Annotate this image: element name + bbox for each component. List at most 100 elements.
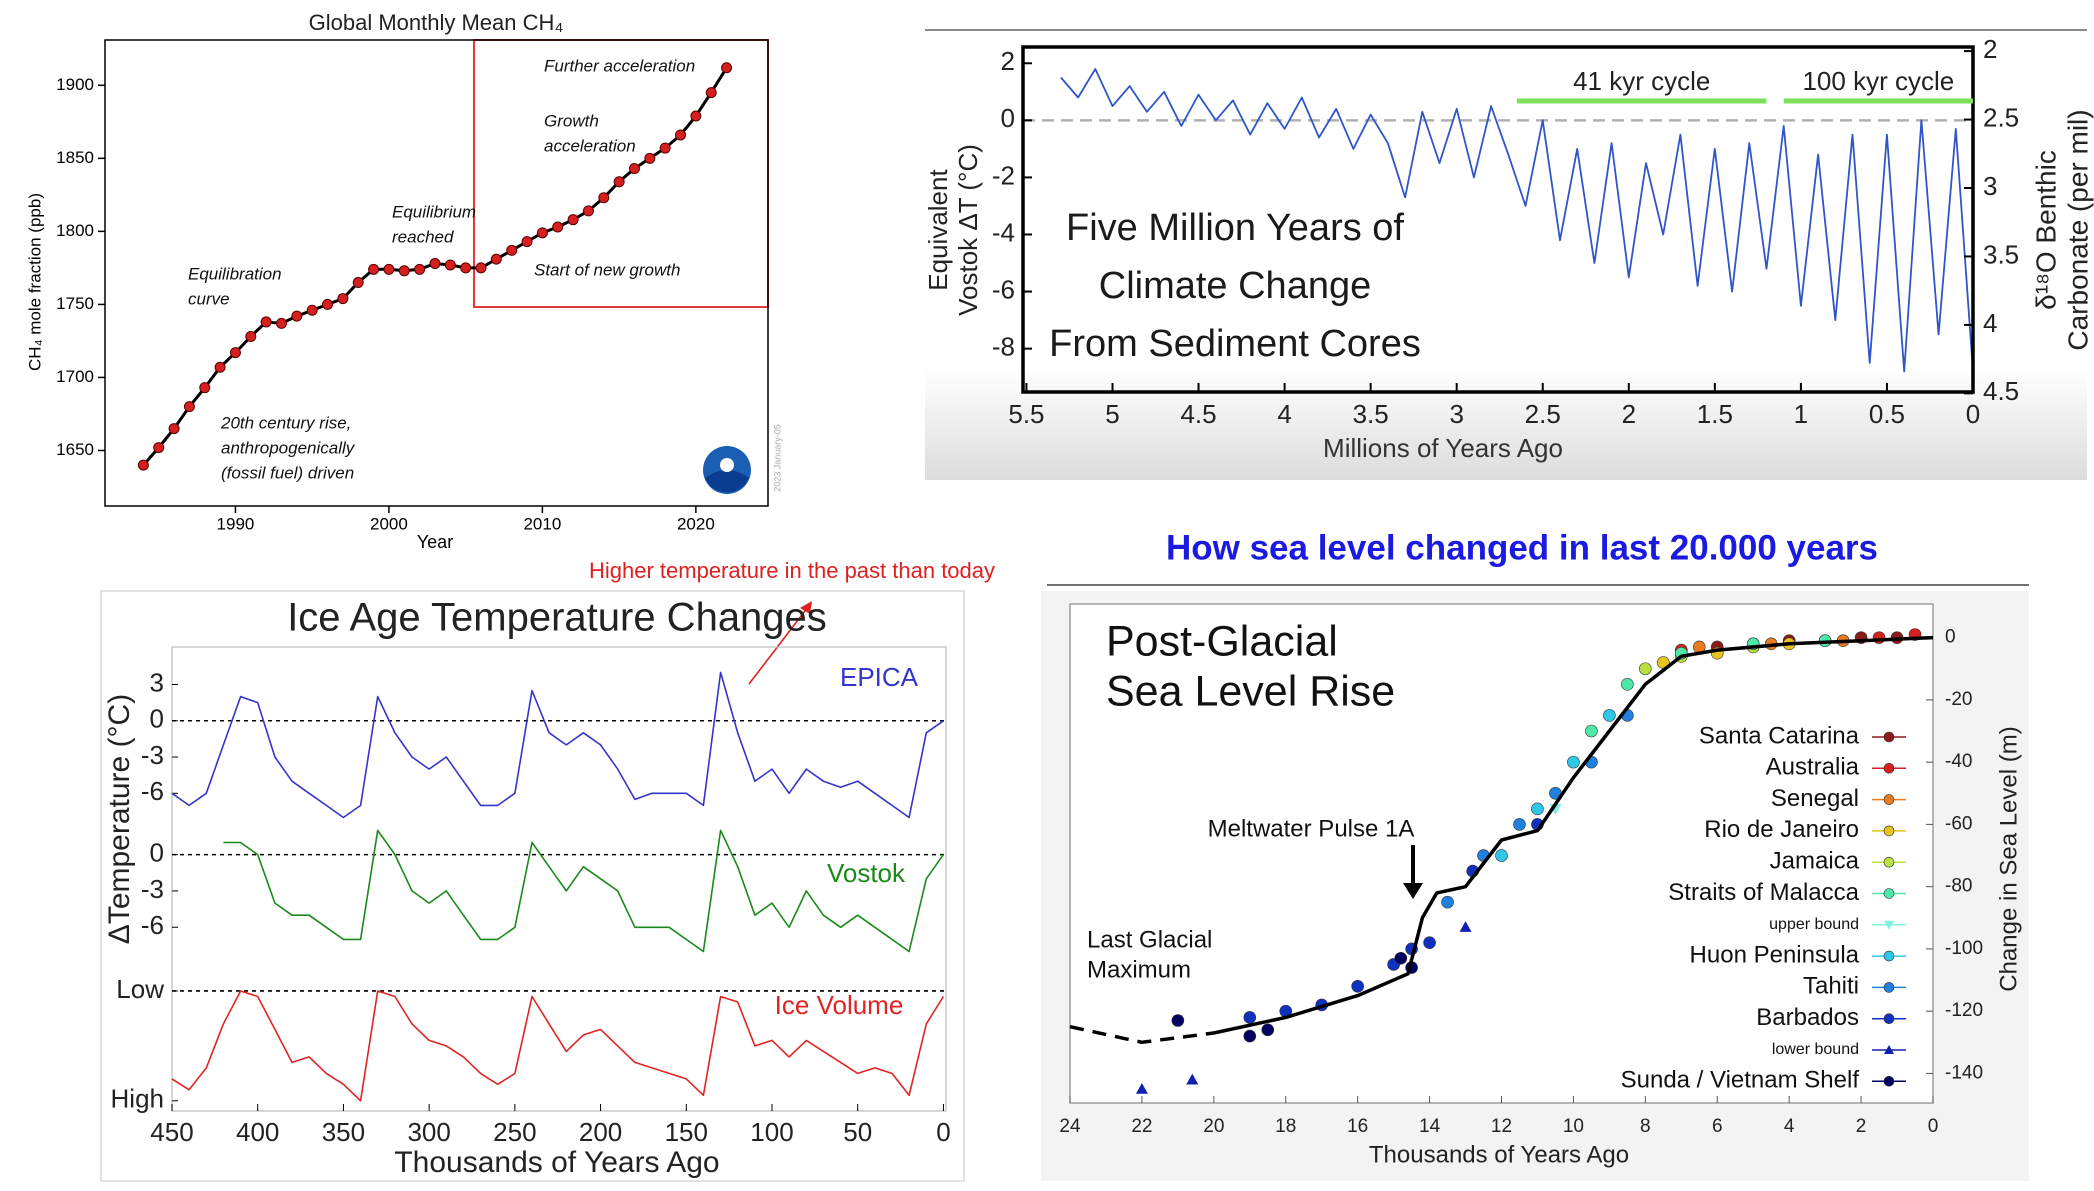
x-axis-label: Thousands of Years Ago bbox=[394, 1146, 719, 1179]
y-tick-label: -140 bbox=[1945, 1062, 1983, 1083]
legend-label: Jamaica bbox=[1770, 848, 1860, 875]
y-tick-label: -100 bbox=[1945, 938, 1983, 959]
data-point bbox=[460, 262, 472, 274]
legend-marker bbox=[1884, 1045, 1894, 1054]
series-line bbox=[171, 990, 945, 1102]
data-point bbox=[521, 236, 533, 248]
data-point bbox=[1351, 979, 1364, 993]
legend-label: Santa Catarina bbox=[1699, 722, 1860, 749]
y-tick-label: 0 bbox=[150, 704, 164, 734]
data-point bbox=[613, 176, 625, 188]
data-point bbox=[306, 304, 318, 316]
legend-marker bbox=[1883, 856, 1895, 868]
annotation: Growth bbox=[544, 111, 599, 130]
x-tick-label: 24 bbox=[1059, 1116, 1081, 1137]
series-label: Vostok bbox=[827, 858, 906, 888]
annotation: anthropogenically bbox=[221, 438, 356, 457]
noaa-logo bbox=[703, 446, 751, 494]
y-tick-label: 1700 bbox=[56, 367, 94, 386]
legend-marker bbox=[1883, 1013, 1895, 1025]
x-tick-label: 16 bbox=[1347, 1116, 1368, 1137]
y2-axis-label: Carbonate (per mil) bbox=[2062, 109, 2093, 350]
x-tick-label: 0.5 bbox=[1869, 399, 1905, 429]
data-point bbox=[199, 382, 211, 394]
annotation: Equilibrium bbox=[392, 202, 476, 221]
data-point bbox=[1495, 849, 1508, 862]
legend-marker bbox=[1883, 888, 1895, 899]
legend-marker bbox=[1883, 825, 1895, 837]
legend-label: Barbados bbox=[1756, 1004, 1859, 1031]
y-axis-label: Vostok ΔT (°C) bbox=[953, 144, 983, 316]
heading: How sea level changed in last 20.000 yea… bbox=[1166, 528, 1878, 567]
data-point bbox=[260, 316, 272, 328]
data-point bbox=[552, 221, 564, 233]
x-tick-label: 4 bbox=[1277, 399, 1291, 429]
data-point bbox=[1567, 755, 1580, 769]
y-tick-label: -3 bbox=[141, 740, 164, 770]
x-axis-label: Thousands of Years Ago bbox=[1369, 1141, 1629, 1168]
annotation: Higher temperature in the past than toda… bbox=[589, 558, 995, 583]
y-tick-label: 1900 bbox=[56, 75, 94, 94]
chart-title: Sea Level Rise bbox=[1106, 667, 1395, 715]
data-point bbox=[414, 263, 426, 275]
data-point bbox=[659, 142, 671, 154]
series-line bbox=[1060, 68, 1974, 373]
data-point bbox=[1171, 1014, 1185, 1027]
legend-marker bbox=[1883, 950, 1895, 962]
y-tick-label: -2 bbox=[992, 160, 1015, 190]
x-tick-label: 1 bbox=[1794, 399, 1808, 429]
legend-marker bbox=[1884, 920, 1894, 930]
y-tick-label: -6 bbox=[141, 776, 164, 806]
data-point bbox=[1394, 951, 1408, 965]
y-tick-label: High bbox=[111, 1084, 164, 1114]
y2-tick-label: 4 bbox=[1983, 308, 1997, 338]
y-tick-label: 2 bbox=[1001, 46, 1015, 76]
x-tick-label: 150 bbox=[665, 1117, 708, 1147]
legend-marker bbox=[1883, 762, 1895, 774]
legend-label: Straits of Malacca bbox=[1668, 879, 1859, 906]
y-tick-label: 1850 bbox=[56, 148, 94, 167]
cycle-label: 100 kyr cycle bbox=[1802, 66, 1954, 96]
series-label: Ice Volume bbox=[775, 990, 904, 1020]
data-point bbox=[322, 298, 334, 310]
legend-label: Rio de Janeiro bbox=[1704, 816, 1859, 843]
y-tick-label: 3 bbox=[150, 667, 164, 697]
chart-title: Ice Age Temperature Changes bbox=[287, 596, 827, 640]
y-tick-label: Low bbox=[116, 974, 164, 1004]
x-tick-label: 4 bbox=[1784, 1116, 1795, 1137]
plot-frame bbox=[1021, 45, 1975, 394]
x-tick-label: 0 bbox=[1966, 399, 1980, 429]
annotation: (fossil fuel) driven bbox=[221, 463, 354, 482]
data-point bbox=[1135, 1082, 1148, 1094]
legend-label: Sunda / Vietnam Shelf bbox=[1621, 1067, 1860, 1094]
annotation: reached bbox=[392, 227, 454, 246]
y-tick-label: 0 bbox=[1001, 103, 1015, 133]
x-tick-label: 2 bbox=[1622, 399, 1636, 429]
y2-tick-label: 2 bbox=[1983, 34, 1997, 64]
data-point bbox=[628, 163, 640, 175]
x-axis-label: Year bbox=[417, 532, 453, 552]
x-tick-label: 300 bbox=[407, 1117, 450, 1147]
arrow-head bbox=[800, 601, 812, 614]
annotation: curve bbox=[188, 289, 230, 308]
y-tick-label: -4 bbox=[992, 217, 1015, 247]
legend-marker bbox=[1883, 731, 1895, 743]
y-axis-label: ΔTemperature (°C) bbox=[103, 694, 136, 944]
x-axis-label: Millions of Years Ago bbox=[1323, 433, 1563, 463]
data-point bbox=[690, 110, 702, 122]
date-stamp: 2023 January-05 bbox=[772, 424, 782, 492]
annotation-arrow bbox=[748, 606, 809, 685]
legend-marker bbox=[1883, 982, 1895, 993]
x-tick-label: 200 bbox=[579, 1117, 622, 1147]
chart-title: Five Million Years of bbox=[1066, 207, 1404, 249]
annotation: Further acceleration bbox=[544, 56, 695, 75]
panel-background bbox=[925, 30, 2087, 480]
y-tick-label: -8 bbox=[992, 332, 1015, 362]
y-tick-label: -60 bbox=[1945, 813, 1972, 834]
x-tick-label: 2000 bbox=[370, 514, 408, 533]
data-point bbox=[383, 263, 395, 275]
x-tick-label: 22 bbox=[1131, 1116, 1152, 1137]
x-tick-label: 5 bbox=[1105, 399, 1119, 429]
